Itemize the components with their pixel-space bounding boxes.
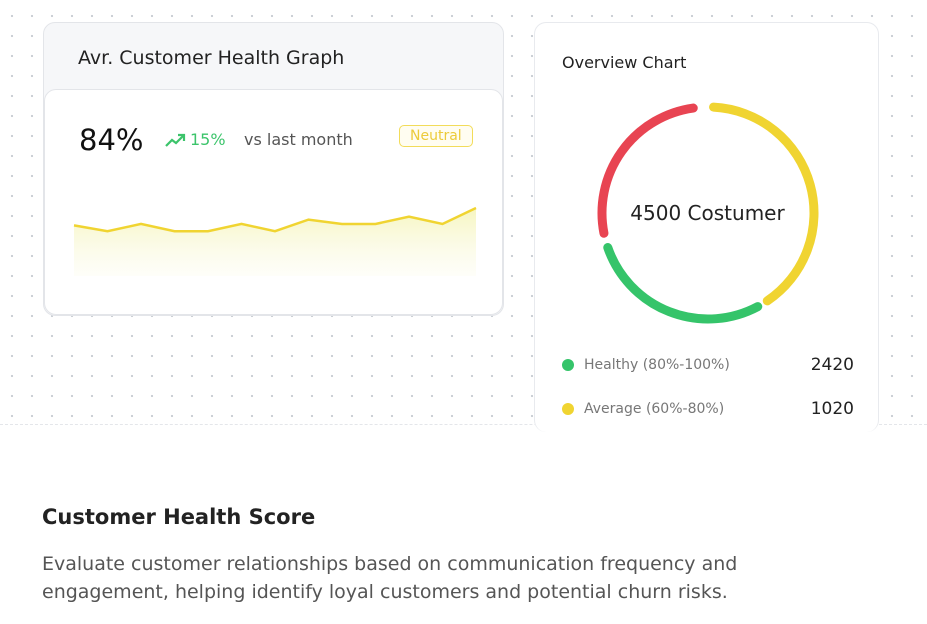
status-badge: Neutral (399, 125, 473, 147)
donut-center-label: 4500 Costumer (630, 201, 785, 225)
legend-item-healthy: Healthy (80%-100%) 2420 (562, 355, 854, 375)
health-line-chart (73, 206, 477, 276)
legend-item-average: Average (60%-80%) 1020 (562, 399, 854, 419)
donut-segment-healthy (603, 243, 763, 324)
trending-up-icon (165, 133, 186, 147)
health-graph-panel: 84% 15% vs last month Neutral (44, 89, 503, 315)
trend: 15% (165, 130, 226, 149)
legend-value: 2420 (810, 355, 854, 375)
legend-value: 1020 (810, 399, 854, 419)
line-series (73, 206, 477, 233)
section-description: Evaluate customer relationships based on… (42, 553, 738, 603)
trend-value: 15% (190, 130, 226, 149)
donut-segment-critical (597, 103, 698, 238)
legend-dot (562, 403, 574, 415)
legend-label: Healthy (80%-100%) (584, 357, 730, 373)
card-title: Avr. Customer Health Graph (78, 47, 345, 69)
health-graph-card: Avr. Customer Health Graph 84% 15% vs la… (43, 22, 504, 316)
donut-segment-average (709, 102, 819, 306)
comparison-label: vs last month (244, 130, 353, 149)
card-title: Overview Chart (562, 53, 687, 72)
section-title: Customer Health Score (42, 505, 316, 529)
legend-label: Average (60%-80%) (584, 401, 725, 417)
overview-card: Overview Chart 4500 Costumer Healthy (80… (534, 22, 879, 432)
legend-dot (562, 359, 574, 371)
donut-chart (597, 102, 819, 324)
health-value: 84% (79, 123, 144, 157)
